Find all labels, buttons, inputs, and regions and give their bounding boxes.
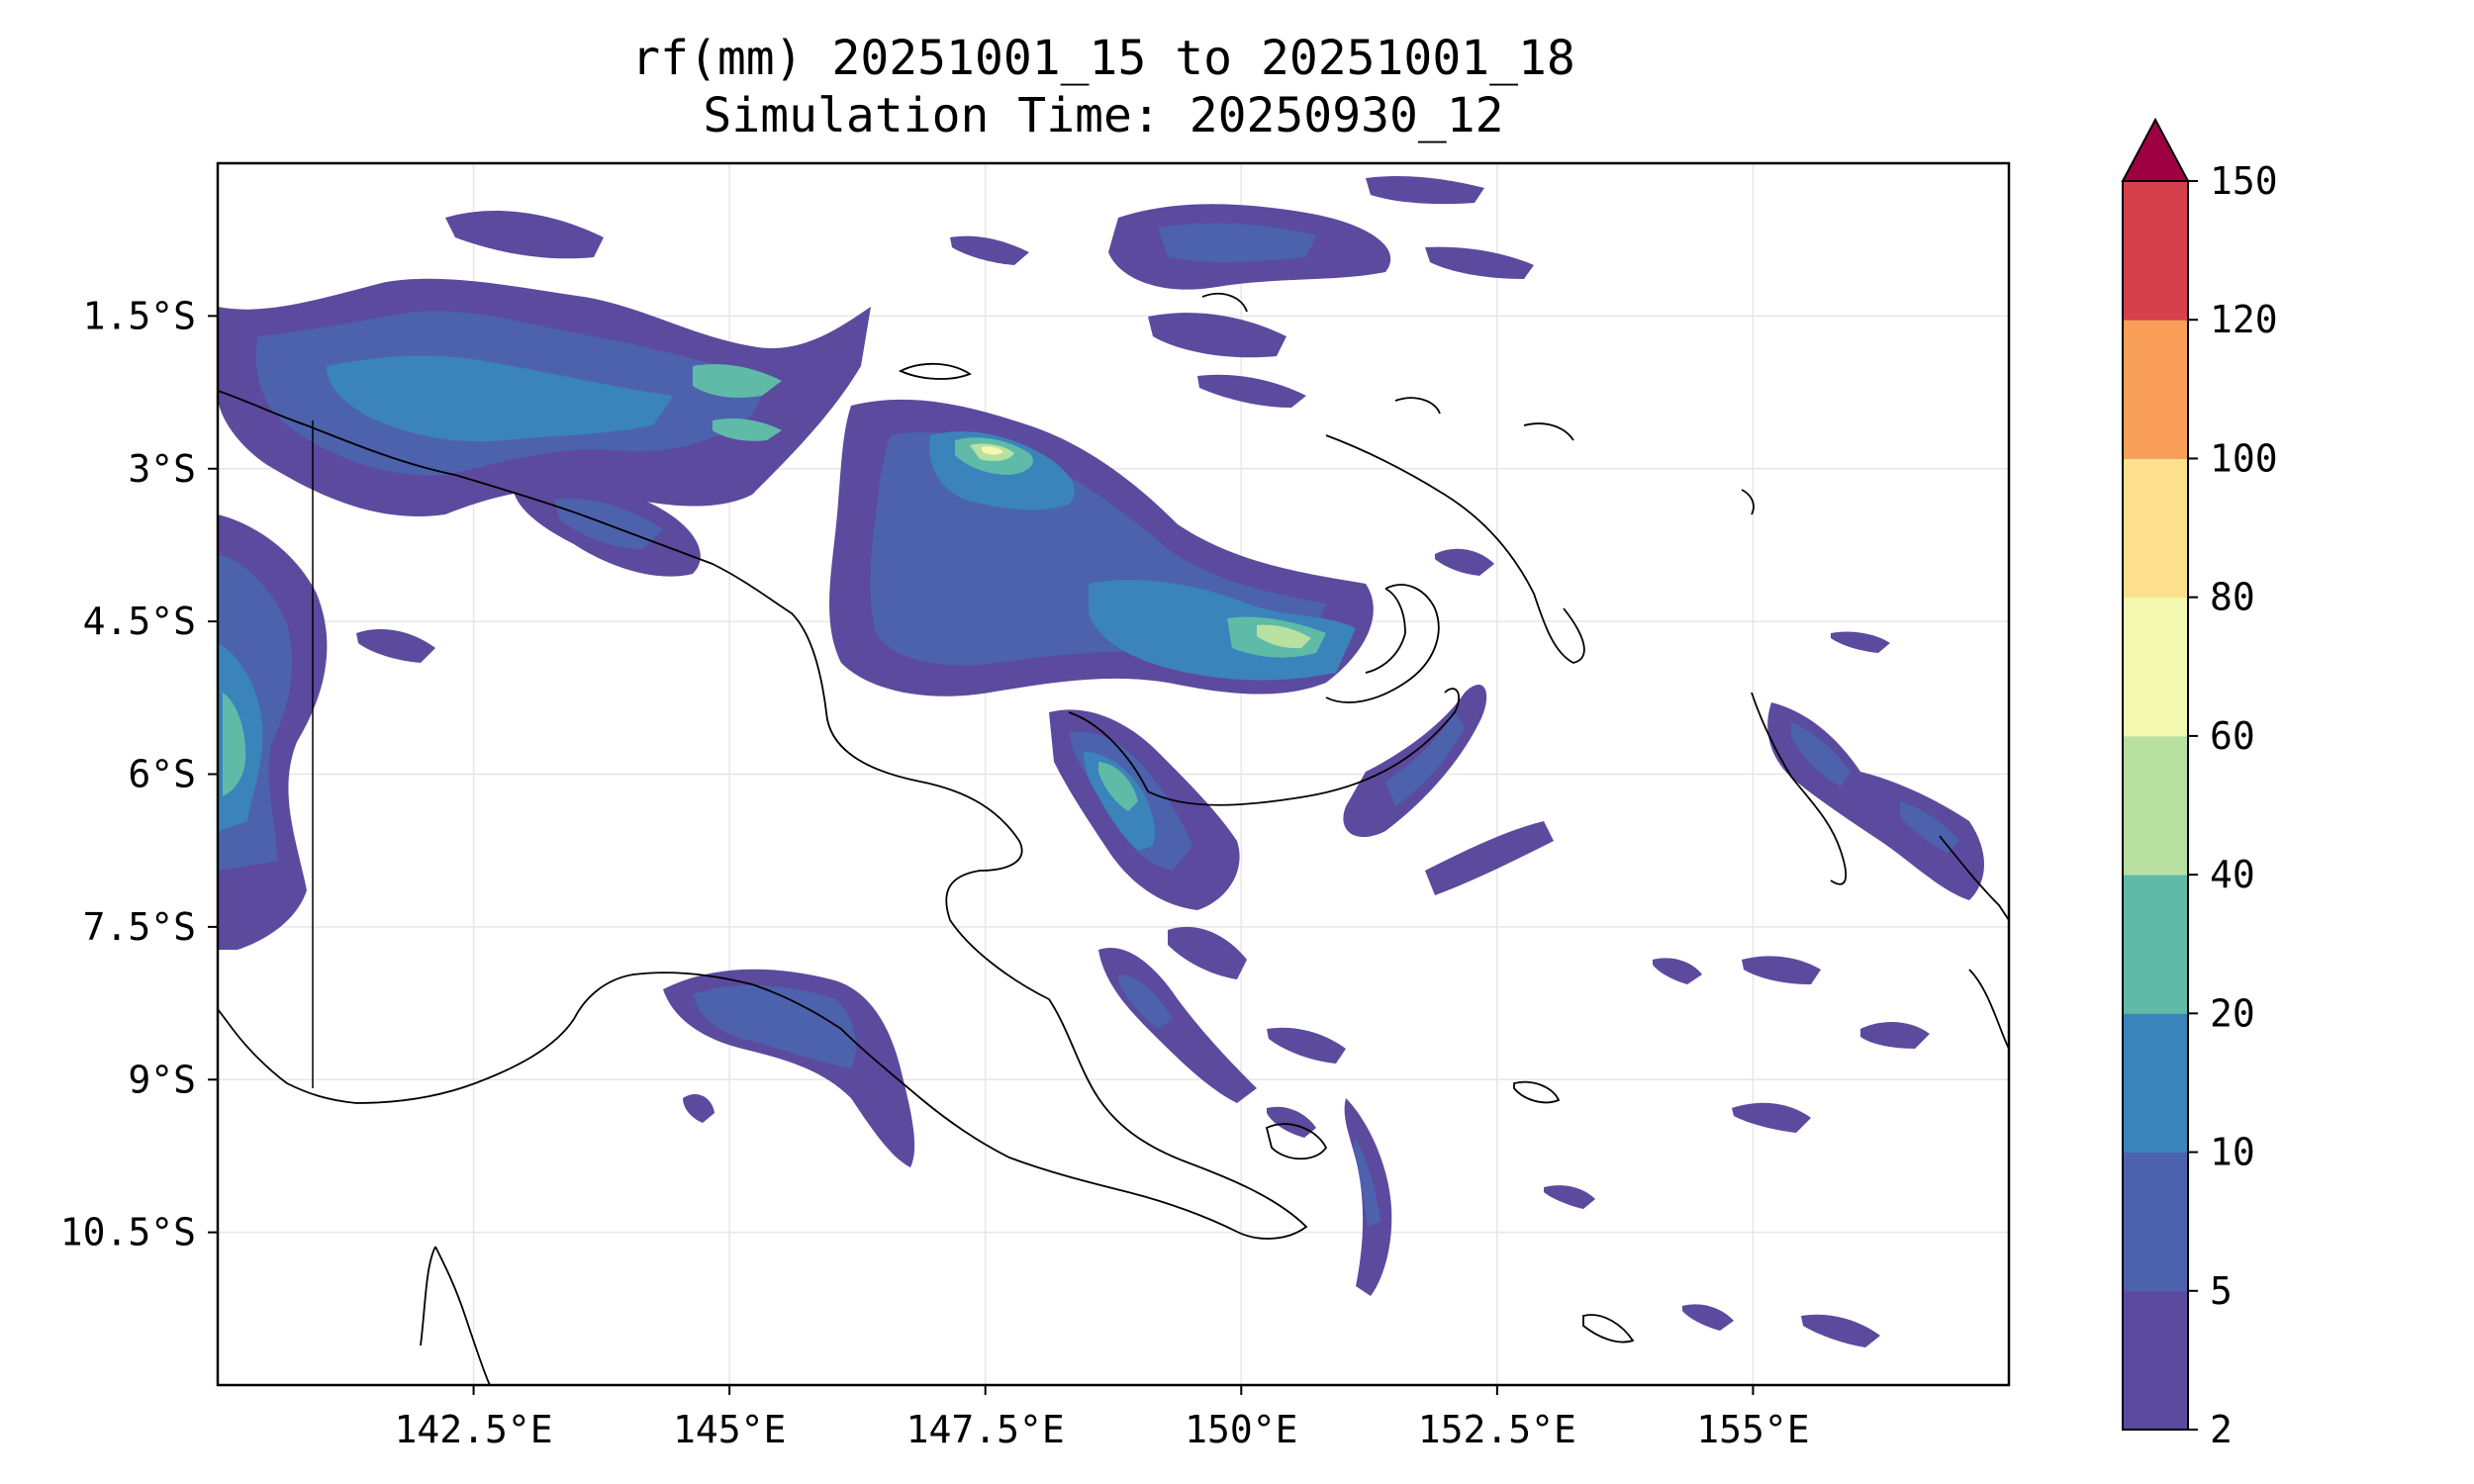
- rain-band-south: [663, 948, 1392, 1296]
- rainfall-field: [218, 176, 1984, 1347]
- colorbar-tick-label: 100: [2210, 436, 2278, 480]
- colorbar-segment: [2123, 735, 2188, 876]
- rain-band-east: [1049, 684, 1554, 979]
- colorbar-segment: [2123, 875, 2188, 1014]
- colorbar-tick-label: 40: [2210, 853, 2255, 896]
- colorbar: 2 5 10 20 40 60 80 100 120 150: [2121, 117, 2278, 1451]
- colorbar-tick-label: 60: [2210, 714, 2255, 758]
- coast-new-hanover: [1523, 422, 1574, 441]
- rain-band-west: [218, 514, 328, 950]
- x-tick-label: 147.5°E: [906, 1408, 1065, 1451]
- y-tick-label: 7.5°S: [83, 905, 196, 949]
- colorbar-tick-label: 120: [2210, 298, 2278, 341]
- x-tick-label: 150°E: [1185, 1408, 1297, 1451]
- coast-cape-york: [420, 1246, 491, 1385]
- rain-band-central: [829, 399, 1374, 696]
- x-tick-label: 152.5°E: [1418, 1408, 1576, 1451]
- colorbar-frame: [2122, 180, 2189, 1431]
- coast-manus: [898, 362, 972, 380]
- colorbar-segment: [2123, 181, 2188, 321]
- coast-new-britain: [1325, 584, 1440, 703]
- x-tick-label: 155°E: [1696, 1408, 1809, 1451]
- colorbar-tick-label: 2: [2210, 1408, 2233, 1451]
- y-tick-label: 6°S: [128, 753, 196, 796]
- colorbar-segment: [2123, 597, 2188, 737]
- y-tick-label: 9°S: [128, 1058, 196, 1101]
- colorbar-segment: [2123, 458, 2188, 599]
- colorbar-segment: [2123, 1013, 2188, 1154]
- colorbar-extend-arrow: [2121, 117, 2190, 182]
- title-line-2: Simulation Time: 20250930_12: [703, 88, 1504, 143]
- y-tick-label: 4.5°S: [83, 600, 196, 643]
- colorbar-tick-label: 20: [2210, 991, 2255, 1035]
- coast-new-guinea: [218, 390, 1308, 1240]
- coast-louisiade: [1513, 1080, 1561, 1104]
- colorbar-segment: [2123, 1152, 2188, 1292]
- y-tick-label: 1.5°S: [83, 294, 196, 337]
- colorbar-segment: [2123, 320, 2188, 459]
- rain-band-solomons: [356, 548, 1984, 1347]
- x-axis: 142.5°E 145°E 147.5°E 150°E 152.5°E 155°E: [394, 1385, 1810, 1451]
- colorbar-tick-label: 5: [2210, 1269, 2233, 1313]
- coast-new-ireland: [1325, 434, 1585, 664]
- coast-d-entrecasteaux: [1265, 1123, 1328, 1160]
- colorbar-segment: [2123, 1290, 2188, 1431]
- rain-band-north: [950, 176, 1534, 408]
- map-title: rf(mm) 20251001_15 to 20251001_18 Simula…: [0, 30, 2207, 144]
- coast-islands-se: [1582, 1314, 1635, 1344]
- coast-huon: [1068, 688, 1460, 806]
- rain-band-northwest: [218, 210, 871, 577]
- y-axis: 1.5°S 3°S 4.5°S 6°S 7.5°S 9°S 10.5°S: [60, 294, 218, 1254]
- y-tick-label: 10.5°S: [60, 1211, 196, 1254]
- title-line-1: rf(mm) 20251001_15 to 20251001_18: [631, 31, 1575, 86]
- coastlines: [218, 292, 2009, 1385]
- coast-solomons-east: [1939, 835, 2009, 1050]
- y-tick-label: 3°S: [128, 447, 196, 491]
- x-tick-label: 145°E: [673, 1408, 786, 1451]
- coast-islands-ne: [1201, 292, 1755, 515]
- coast-bougainville: [1751, 692, 1848, 885]
- colorbar-tick-label: 150: [2210, 159, 2278, 203]
- colorbar-tick-label: 80: [2210, 576, 2255, 619]
- x-tick-label: 142.5°E: [394, 1408, 552, 1451]
- colorbar-tick-label: 10: [2210, 1131, 2255, 1174]
